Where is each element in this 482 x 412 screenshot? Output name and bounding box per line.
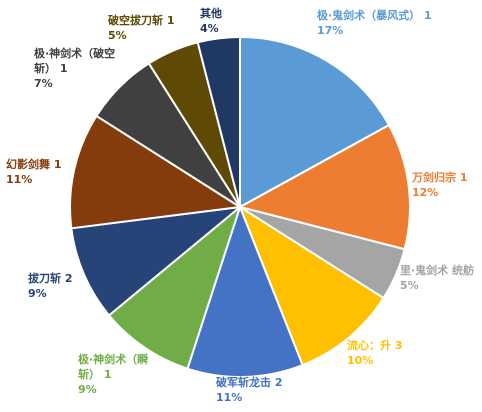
slice-1-count: 1: [459, 171, 468, 184]
pie-slice-7: [69, 114, 243, 230]
slice-10-name: 其他: [200, 7, 222, 20]
slice-0-name: 极·鬼剑术（暴风式）: [317, 9, 421, 22]
pie-slice-3: [237, 204, 385, 367]
slice-0-name-line1: 极·鬼剑术（暴风式） 1: [317, 9, 432, 22]
slice-9-name: 破空拔刀斩: [108, 14, 163, 27]
label-slice-3: 流心：升 3 10%: [347, 338, 403, 368]
pie-slice-6: [70, 205, 244, 317]
slice-1-percent: 12%: [412, 186, 439, 199]
label-slice-9: 破空拔刀斩 1 5%: [108, 13, 175, 43]
slice-8-percent: 7%: [34, 77, 53, 90]
label-slice-5: 极·神剑术（瞬斩） 1 9%: [78, 352, 170, 397]
pie-slice-4: [186, 204, 304, 378]
label-slice-10: 其他 4%: [200, 6, 222, 36]
slice-3-count: 3: [394, 339, 403, 352]
label-slice-2: 里·鬼剑术 统舫 5%: [400, 263, 476, 293]
label-slice-1: 万剑归宗 1 12%: [412, 170, 468, 200]
slice-6-percent: 9%: [28, 287, 47, 300]
slice-5-percent: 9%: [78, 383, 97, 396]
label-slice-7: 幻影剑舞 1 11%: [6, 157, 62, 187]
pie-slice-5: [107, 204, 243, 370]
slice-3-name: 流心：升: [347, 339, 391, 352]
pie-slice-1: [237, 123, 411, 251]
slice-1-name: 万剑归宗: [412, 171, 456, 184]
label-slice-6: 拔刀斩 2 9%: [28, 271, 73, 301]
pie-slice-0: [239, 35, 391, 209]
slice-10-percent: 4%: [200, 22, 219, 35]
slice-0-count: 1: [424, 9, 432, 22]
slice-7-count: 1: [53, 158, 62, 171]
slice-0-percent: 17%: [317, 24, 344, 37]
slice-5-name: 极·神剑术（瞬斩）: [78, 353, 149, 381]
label-slice-4: 破军斩龙击 2 11%: [216, 375, 283, 405]
slice-6-name: 拔刀斩: [28, 272, 61, 285]
slice-4-count: 2: [274, 376, 283, 389]
slice-8-name: 极·神剑术（破空斩）: [34, 47, 116, 75]
slice-4-name: 破军斩龙击: [216, 376, 271, 389]
slice-9-percent: 5%: [108, 29, 127, 42]
slice-9-count: 1: [166, 14, 175, 27]
label-slice-8: 极·神剑术（破空斩） 1 7%: [34, 46, 122, 91]
label-slice-0: 极·鬼剑术（暴风式） 1 17%: [317, 8, 432, 38]
pie-slice-10: [196, 35, 241, 208]
slice-6-count: 2: [64, 272, 73, 285]
slice-8-count: 1: [59, 62, 68, 75]
slice-7-name: 幻影剑舞: [6, 158, 50, 171]
slice-3-percent: 10%: [347, 354, 374, 367]
slice-4-percent: 11%: [216, 391, 243, 404]
slice-5-count: 1: [103, 368, 112, 381]
slice-2-name: 里·鬼剑术 统舫: [400, 264, 475, 277]
slice-7-percent: 11%: [6, 173, 33, 186]
slice-2-percent: 5%: [400, 279, 419, 292]
